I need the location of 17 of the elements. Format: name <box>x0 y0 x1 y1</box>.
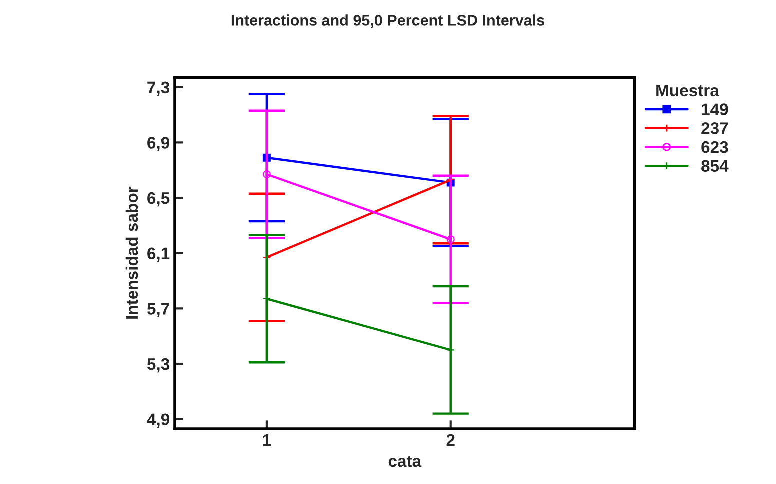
y-axis-title: Intensidad sabor <box>126 186 138 319</box>
y-tick-label: 5,7 <box>147 303 170 318</box>
y-tick-label: 6,5 <box>148 192 170 207</box>
y-tick-label: 6,9 <box>148 137 170 152</box>
y-tick-label: 7,3 <box>148 82 170 96</box>
legend-label: 623 <box>702 141 728 154</box>
x-tick-label: 2 <box>446 434 455 446</box>
x-axis-title: cata <box>388 456 422 468</box>
legend-label: 149 <box>702 104 728 116</box>
y-tick-label: 4,9 <box>147 414 170 428</box>
legend-label: 854 <box>702 160 729 172</box>
y-tick-label: 5,3 <box>147 358 170 373</box>
legend-label: 237 <box>702 122 728 134</box>
chart-title: Interactions and 95,0 Percent LSD Intervals <box>232 14 544 28</box>
x-tick-label: 1 <box>263 434 272 446</box>
legend-title: Muestra <box>656 84 720 97</box>
y-tick-label: 6,1 <box>148 248 170 262</box>
